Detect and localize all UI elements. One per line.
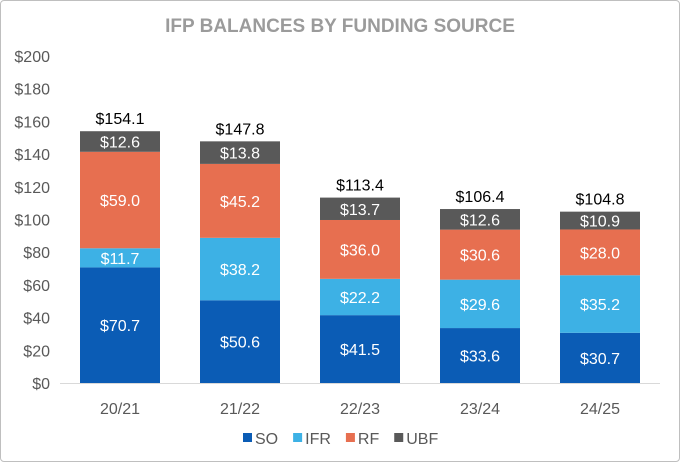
x-tick-label: 23/24 [460,401,500,418]
bar-segment-ifr [80,248,160,268]
data-label: $38.2 [220,262,260,279]
data-label: $12.6 [100,135,140,152]
data-label: $45.2 [220,194,260,211]
total-label: $113.4 [336,178,384,195]
bar-segment-rf [320,219,400,279]
bar-segment-so [560,332,640,383]
bar-segment-so [440,328,520,383]
data-label: $13.8 [220,146,260,163]
data-label: $22.2 [340,290,380,307]
bar-segment-ifr [200,237,280,301]
bar-segment-ubf [80,131,160,152]
data-label: $36.0 [340,242,380,259]
legend-label: SO [255,431,278,448]
y-tick-label: $180 [14,82,50,99]
legend-label: IFR [305,431,331,448]
legend-label: RF [358,431,380,448]
bar-segment-so [200,300,280,383]
data-label: $12.6 [460,212,500,229]
y-tick-label: $60 [23,278,50,295]
data-label: $33.6 [460,349,500,366]
bar-segment-ifr [440,279,520,329]
data-label: $35.2 [580,297,620,314]
data-label: $13.7 [340,202,380,219]
y-tick-label: $100 [14,213,50,230]
data-label: $30.7 [580,351,620,368]
y-tick-label: $80 [23,245,50,262]
data-label: $10.9 [580,214,620,231]
data-label: $50.6 [220,335,260,352]
y-tick-label: $120 [14,180,50,197]
legend-swatch-ubf [394,433,404,442]
data-label: $41.5 [340,342,380,359]
data-label: $11.7 [101,251,140,268]
bar-segment-rf [80,151,160,249]
bar-segment-so [80,267,160,383]
chart-title: IFP BALANCES BY FUNDING SOURCE [165,16,515,37]
bar-segment-ubf [440,209,520,230]
bar-segment-ubf [320,197,400,220]
data-label: $28.0 [580,245,620,262]
legend-label: UBF [406,431,438,448]
bar-segment-ubf [560,211,640,230]
data-label: $29.6 [460,297,500,314]
data-label: $70.7 [100,318,140,335]
legend: SO IFR RF UBF [243,431,438,448]
y-tick-label: $200 [14,49,50,66]
total-label: $154.1 [96,111,145,128]
y-tick-label: $40 [23,311,50,328]
bar-segment-rf [200,163,280,238]
x-tick-label: 21/22 [220,401,260,418]
legend-swatch-rf [345,433,355,442]
y-tick-label: $160 [14,114,50,131]
total-label: $147.8 [216,121,265,138]
bar-segment-rf [560,229,640,276]
bar-segment-so [320,315,400,383]
y-tick-label: $0 [32,376,50,393]
total-label: $104.8 [576,192,625,209]
legend-swatch-ifr [293,433,303,442]
y-tick-label: $140 [14,147,50,164]
bar-segment-rf [440,229,520,280]
bars: $70.7 $11.7 $59.0 $12.6 $154.1 $50.6 $38.2 $45.… [80,111,640,383]
bar-segment-ifr [320,278,400,316]
total-label: $106.4 [456,189,505,206]
x-tick-label: 20/21 [100,401,140,418]
data-label: $30.6 [460,248,500,265]
data-label: $59.0 [100,193,140,210]
y-tick-label: $20 [23,343,50,360]
bar-segment-ubf [200,141,280,164]
x-tick-label: 24/25 [580,401,620,418]
y-axis: $0 $20 $40 $60 $80 $100 $120 $140 $160 $180 $200 [14,49,50,393]
x-axis: 20/21 21/22 22/23 23/24 24/25 [60,383,660,418]
bar-segment-ifr [560,275,640,333]
legend-swatch-so [243,433,252,442]
x-tick-label: 22/23 [340,401,380,418]
